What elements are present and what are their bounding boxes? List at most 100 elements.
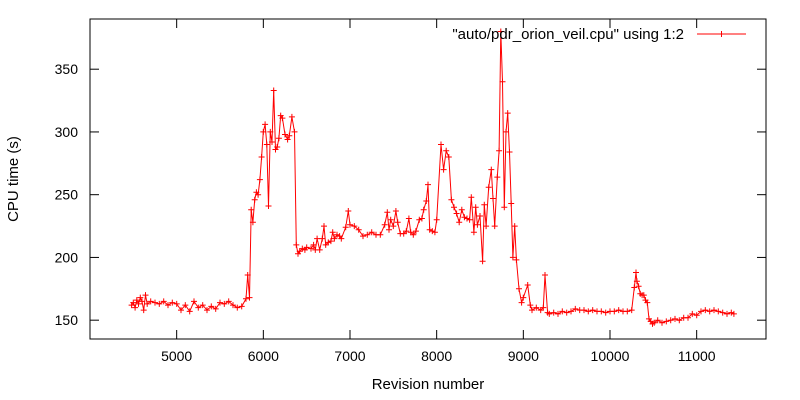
data-point-marker bbox=[426, 226, 433, 233]
data-point-marker bbox=[412, 228, 419, 235]
data-point-marker bbox=[381, 221, 388, 228]
data-point-marker bbox=[334, 231, 340, 238]
data-point-marker bbox=[491, 223, 498, 230]
data-point-marker bbox=[329, 229, 336, 236]
data-point-marker bbox=[568, 308, 574, 315]
data-point-marker bbox=[429, 228, 436, 235]
x-tick-label: 8000 bbox=[421, 348, 452, 364]
data-point-marker bbox=[628, 307, 635, 314]
data-point-marker bbox=[654, 317, 661, 324]
data-point-marker bbox=[651, 319, 658, 326]
data-point-marker bbox=[182, 302, 189, 309]
data-point-marker bbox=[270, 87, 277, 94]
data-point-marker bbox=[204, 307, 210, 314]
data-point-marker bbox=[351, 223, 358, 230]
data-point-marker bbox=[483, 223, 490, 230]
data-point-marker bbox=[269, 139, 275, 145]
data-point-marker bbox=[251, 196, 258, 203]
data-point-marker bbox=[685, 314, 691, 321]
series-layer bbox=[128, 28, 737, 327]
data-point-marker bbox=[602, 309, 609, 316]
data-point-marker bbox=[286, 132, 293, 139]
data-point-marker bbox=[438, 141, 444, 148]
data-point-marker bbox=[234, 304, 241, 311]
data-point-marker bbox=[724, 310, 730, 317]
data-point-marker bbox=[147, 298, 154, 305]
data-point-marker bbox=[410, 231, 417, 238]
data-point-marker bbox=[448, 196, 455, 203]
data-point-marker bbox=[529, 307, 535, 314]
data-point-marker bbox=[479, 258, 486, 265]
legend-marker bbox=[718, 31, 725, 37]
data-point-marker bbox=[715, 308, 722, 315]
x-tick-label: 11000 bbox=[678, 348, 716, 364]
data-point-marker bbox=[474, 221, 481, 228]
data-point-marker bbox=[516, 285, 522, 292]
data-point-marker bbox=[611, 308, 618, 315]
data-point-marker bbox=[676, 317, 683, 324]
data-point-marker bbox=[520, 294, 527, 301]
data-point-marker bbox=[238, 303, 245, 310]
data-point-marker bbox=[509, 254, 516, 261]
data-point-marker bbox=[663, 318, 670, 325]
data-point-marker bbox=[706, 308, 713, 315]
data-point-marker bbox=[598, 308, 605, 315]
data-point-marker bbox=[453, 210, 460, 217]
data-point-marker bbox=[140, 307, 147, 314]
data-point-marker bbox=[540, 304, 547, 311]
data-point-marker bbox=[494, 174, 501, 181]
data-point-marker bbox=[262, 121, 269, 128]
data-point-marker bbox=[555, 310, 561, 317]
data-point-marker bbox=[488, 166, 495, 173]
legend: "auto/pdr_orion_veil.cpu" using 1:2 bbox=[452, 26, 746, 43]
data-point-marker bbox=[631, 284, 638, 291]
data-point-marker bbox=[433, 216, 440, 223]
data-point-marker bbox=[689, 310, 696, 317]
data-point-marker bbox=[132, 304, 139, 311]
data-point-marker bbox=[403, 228, 410, 235]
data-point-marker bbox=[244, 272, 251, 278]
data-point-marker bbox=[572, 305, 579, 312]
x-tick-label: 6000 bbox=[248, 348, 279, 364]
legend-label: "auto/pdr_orion_veil.cpu" using 1:2 bbox=[452, 26, 684, 43]
data-point-marker bbox=[513, 256, 520, 263]
data-point-marker bbox=[303, 244, 310, 251]
data-point-marker bbox=[267, 128, 274, 135]
data-point-marker bbox=[464, 215, 470, 222]
data-point-marker bbox=[284, 136, 291, 143]
data-point-marker bbox=[299, 245, 306, 252]
data-point-marker bbox=[425, 181, 431, 188]
data-point-marker bbox=[392, 208, 399, 214]
data-point-marker bbox=[635, 283, 642, 290]
data-point-marker bbox=[440, 166, 447, 173]
data-point-marker bbox=[263, 141, 270, 148]
data-point-marker bbox=[338, 235, 345, 242]
data-point-marker bbox=[719, 309, 726, 316]
data-point-marker bbox=[255, 191, 262, 198]
data-point-marker bbox=[165, 302, 171, 309]
data-point-marker bbox=[518, 299, 525, 306]
data-point-marker bbox=[316, 246, 323, 253]
data-point-marker bbox=[314, 235, 321, 242]
data-point-marker bbox=[191, 298, 197, 305]
data-point-marker bbox=[310, 241, 317, 248]
data-point-marker bbox=[711, 307, 717, 314]
data-point-marker bbox=[550, 309, 557, 316]
data-point-marker bbox=[451, 204, 457, 211]
data-point-marker bbox=[386, 226, 392, 233]
data-point-marker bbox=[327, 238, 334, 245]
x-tick-label: 7000 bbox=[334, 348, 365, 364]
data-point-marker bbox=[387, 216, 394, 223]
data-point-marker bbox=[693, 312, 700, 319]
data-point-marker bbox=[405, 215, 412, 222]
data-point-marker bbox=[644, 299, 651, 306]
data-point-marker bbox=[504, 110, 511, 117]
data-point-marker bbox=[456, 219, 463, 226]
data-point-marker bbox=[308, 245, 314, 252]
data-point-marker bbox=[282, 131, 288, 138]
data-point-marker bbox=[199, 302, 206, 309]
data-point-marker bbox=[275, 135, 282, 142]
data-point-marker bbox=[394, 219, 401, 226]
data-point-marker bbox=[296, 248, 303, 255]
